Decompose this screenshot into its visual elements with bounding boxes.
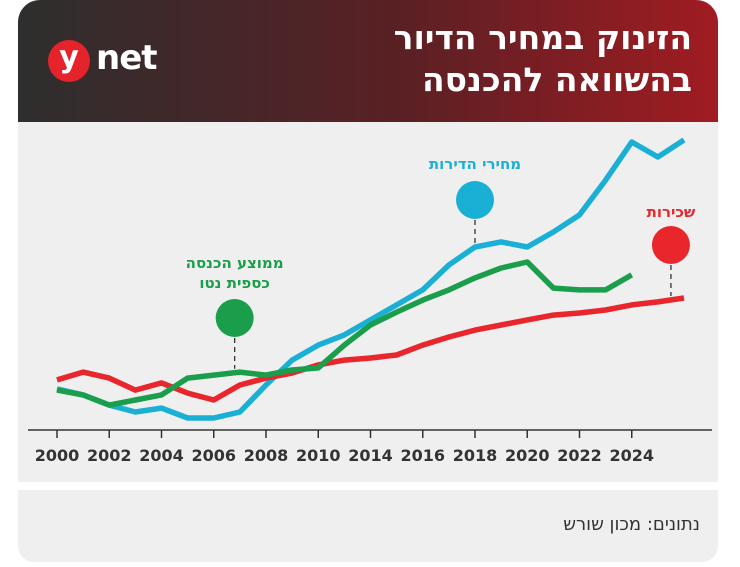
legend-label: שכירות [646, 203, 696, 221]
card: הזינוק במחיר הדיור בהשוואה להכנסה y net … [18, 0, 718, 567]
header: הזינוק במחיר הדיור בהשוואה להכנסה y net [18, 0, 718, 122]
x-tick-label: 2022 [557, 446, 602, 465]
series-line [56, 137, 686, 421]
x-tick-label: 2004 [139, 446, 184, 465]
x-tick-label: 2014 [348, 446, 393, 465]
legend-dot [651, 226, 690, 264]
series-line [56, 295, 685, 403]
title: בהשוואה להכנסה [421, 60, 692, 99]
legend-label: מחירי הדירות [428, 155, 522, 173]
x-tick-label: 2018 [453, 446, 498, 465]
x-tick-label: 2016 [400, 446, 445, 465]
legend-dot [456, 181, 494, 219]
x-tick-label: 2020 [505, 446, 550, 465]
chart: 2000 2002 2004 2006 2008 2010 2014 2016 2018 2020… [28, 137, 712, 465]
logo: y [48, 40, 90, 82]
legend-label: ממוצע הכנסה כספית נטו [185, 254, 284, 292]
x-tick-label: 2024 [609, 446, 654, 465]
logo: net [96, 38, 158, 78]
x-tick-label: 2006 [191, 446, 236, 465]
x-tick-label: 2000 [35, 446, 80, 465]
series-line [56, 259, 634, 408]
source: נתונים: מכון שורש [563, 514, 700, 535]
legend-dot [215, 299, 254, 337]
x-tick-label: 2008 [244, 446, 289, 465]
x-tick-label: 2010 [296, 446, 341, 465]
footer: נתונים: מכון שורש [18, 490, 718, 562]
title: הזינוק במחיר הדיור [393, 18, 692, 57]
x-tick-label: 2002 [87, 446, 132, 465]
